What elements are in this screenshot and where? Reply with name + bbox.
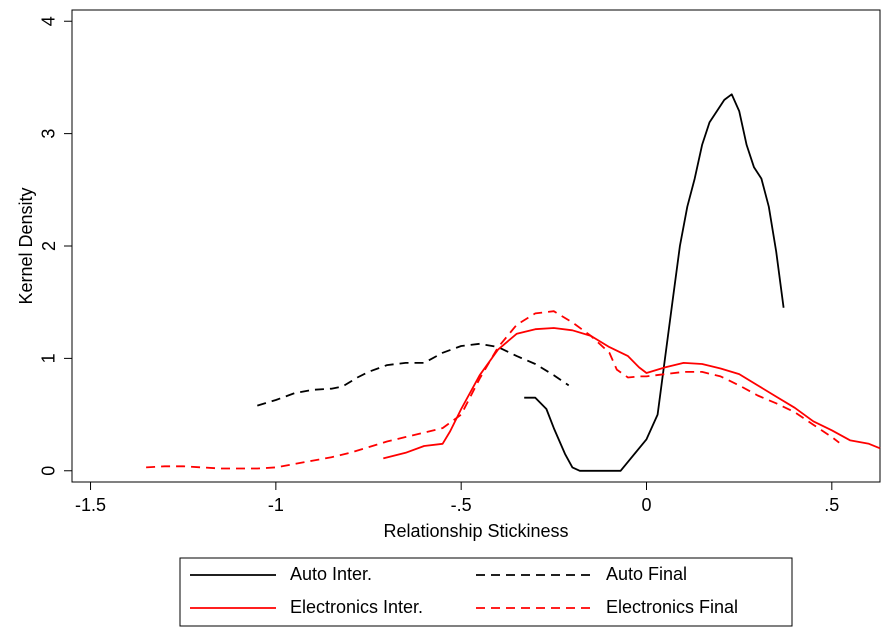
y-tick-label: 2 xyxy=(39,241,59,251)
x-tick-label: -1 xyxy=(268,495,284,515)
series-line-auto-inter xyxy=(524,93,785,472)
x-axis: -1.5 -1 -.5 0 .5 xyxy=(75,482,839,515)
y-tick-label: 1 xyxy=(39,353,59,363)
legend-label: Auto Inter. xyxy=(290,564,372,584)
plot-area-border xyxy=(71,9,881,483)
legend-label: Electronics Final xyxy=(606,597,738,617)
x-tick-label: 0 xyxy=(641,495,651,515)
y-tick-label: 3 xyxy=(39,129,59,139)
x-tick-label: -.5 xyxy=(451,495,472,515)
series-line-electronics-inter xyxy=(383,327,881,460)
y-axis: 0 1 2 3 4 xyxy=(39,16,72,476)
legend-box xyxy=(179,557,793,627)
series-line-auto-final xyxy=(257,342,570,407)
y-tick-label: 0 xyxy=(39,466,59,476)
x-axis-title: Relationship Stickiness xyxy=(383,521,568,541)
x-tick-label: -1.5 xyxy=(75,495,106,515)
series-layer xyxy=(146,93,881,472)
y-axis-title: Kernel Density xyxy=(16,187,36,304)
y-tick-label: 4 xyxy=(39,16,59,26)
plot-frame xyxy=(71,9,881,483)
legend-label: Electronics Inter. xyxy=(290,597,423,617)
legend: Auto Inter. Auto Final Electronics Inter. E… xyxy=(179,557,793,627)
x-tick-label: .5 xyxy=(824,495,839,515)
series-line-electronics-final xyxy=(146,310,840,470)
legend-label: Auto Final xyxy=(606,564,687,584)
